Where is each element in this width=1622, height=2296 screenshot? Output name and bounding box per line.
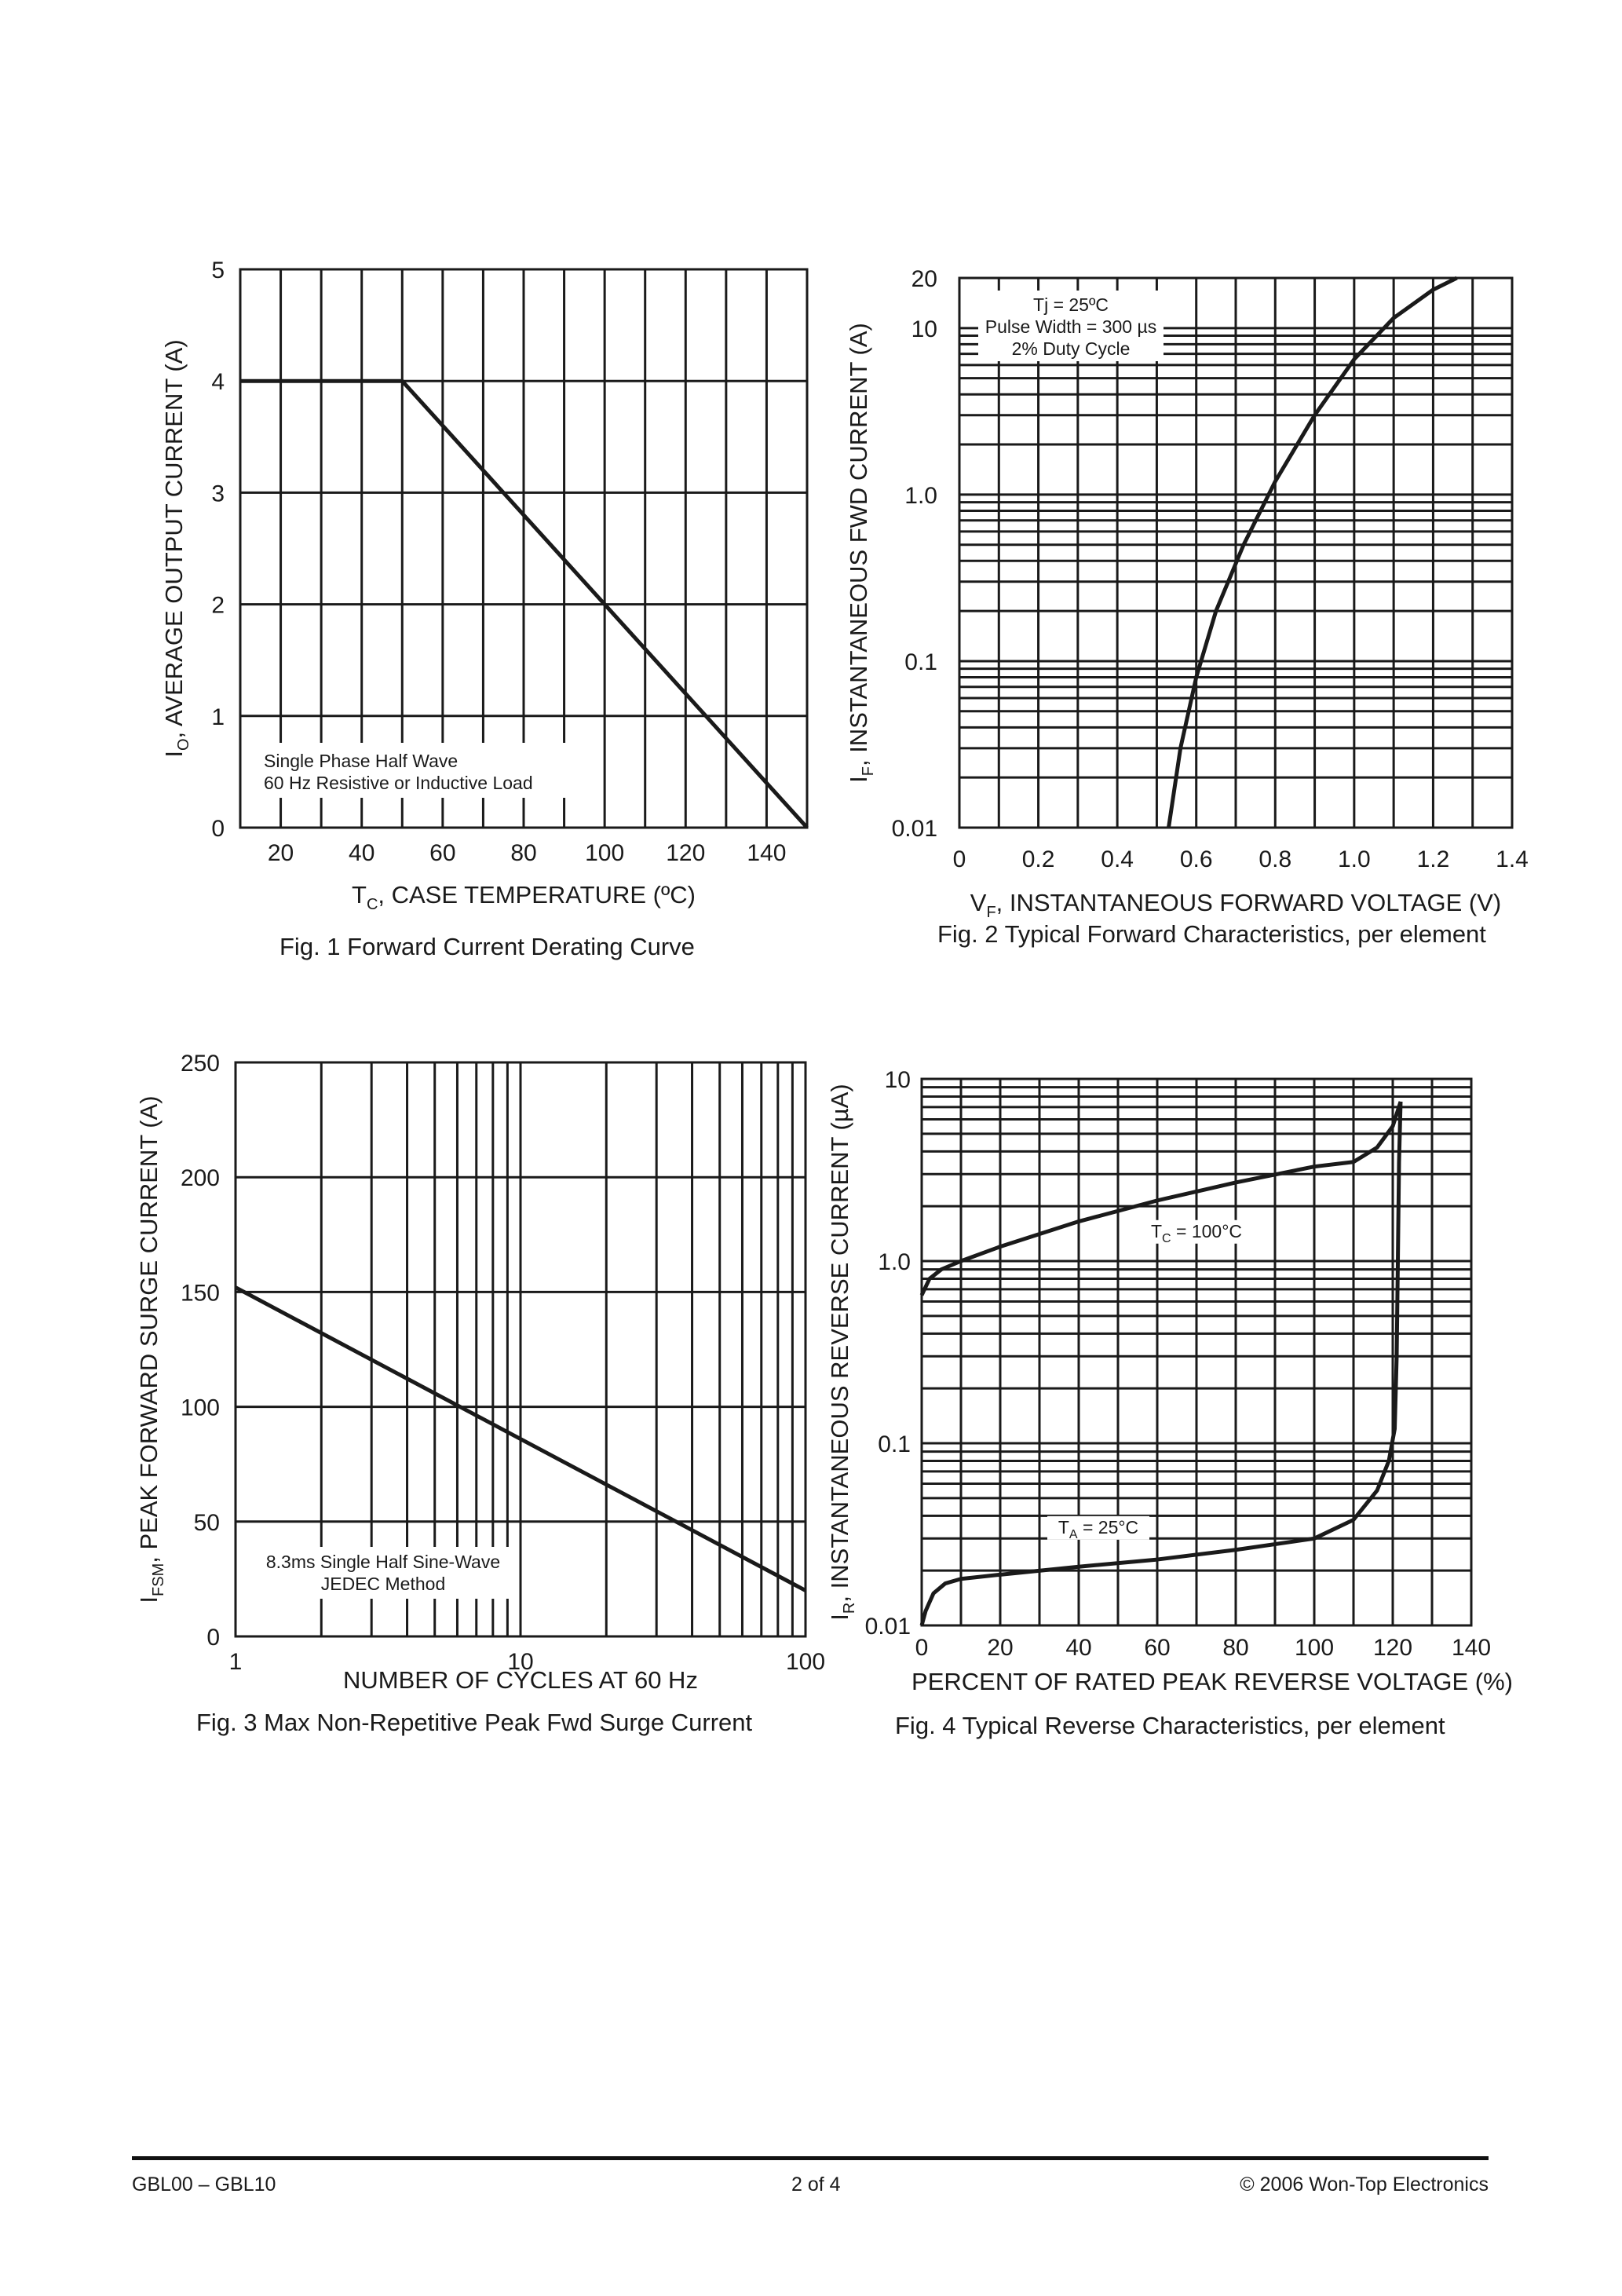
fig4-series-label: TA = 25°C [1058,1517,1138,1541]
footer-rule [132,2156,1489,2160]
fig3-y-tick: 0 [206,1625,220,1651]
fig1-y-tick: 1 [211,704,225,730]
fig3-y-tick: 250 [181,1051,220,1077]
fig2-xlabel: VF, INSTANTANEOUS FORWARD VOLTAGE (V) [970,889,1502,921]
fig4-x-tick: 20 [987,1635,1013,1661]
fig3-y-tick: 50 [194,1510,220,1536]
fig4-series-label: TC = 100°C [1151,1221,1242,1245]
fig4-x-tick: 40 [1065,1635,1091,1661]
fig3-y-tick: 200 [181,1165,220,1191]
fig1-series-line [240,378,809,829]
fig1-x-tick: 40 [349,840,374,866]
footer-right: © 2006 Won-Top Electronics [1240,2174,1489,2195]
fig1-annotation-line: Single Phase Half Wave [264,751,458,771]
fig4-y-tick: 0.1 [878,1431,911,1457]
fig4-y-tick: 10 [885,1067,911,1093]
fig1-ylabel: IO, AVERAGE OUTPUT CURRENT (A) [160,339,192,757]
fig2-x-tick: 0 [953,846,966,872]
fig2-y-tick: 20 [911,266,937,292]
fig3-y-tick: 100 [181,1395,220,1421]
fig4-x-tick: 120 [1373,1635,1412,1661]
fig2-annotation-line: Pulse Width = 300 µs [985,316,1156,337]
fig3-x-tick: 100 [786,1649,825,1675]
fig4-xlabel: PERCENT OF RATED PEAK REVERSE VOLTAGE (%… [911,1668,1513,1695]
fig2-annotation-line: 2% Duty Cycle [1012,338,1131,359]
fig3-ylabel: IFSM, PEAK FORWARD SURGE CURRENT (A) [135,1095,167,1603]
fig1-y-tick: 2 [211,593,225,619]
fig3-annotation-bg [250,1547,517,1599]
fig2-x-tick: 1.4 [1496,846,1529,872]
fig1-y-tick: 4 [211,369,225,395]
fig3-y-tick: 150 [181,1280,220,1306]
fig2-x-tick: 1.2 [1417,846,1450,872]
fig1-caption: Fig. 1 Forward Current Derating Curve [279,933,695,960]
fig1-x-tick: 80 [510,840,536,866]
fig2-ylabel: IF, INSTANTANEOUS FWD CURRENT (A) [845,323,877,783]
footer-left: GBL00 – GBL10 [132,2174,276,2195]
fig2-annotation-bg [978,291,1164,361]
fig3-xlabel: NUMBER OF CYCLES AT 60 Hz [343,1666,698,1694]
fig2-x-tick: 0.8 [1259,846,1291,872]
footer-center: 2 of 4 [791,2174,841,2195]
fig1-y-tick: 3 [211,481,225,506]
fig4-frame [920,1077,1473,1627]
fig4-ylabel: IR, INSTANTANEOUS REVERSE CURRENT (µA) [826,1084,858,1620]
fig4-y-tick: 1.0 [878,1249,911,1275]
fig1-x-tick: 20 [268,840,294,866]
fig3-x-tick: 1 [229,1649,243,1675]
fig4-y-tick: 0.01 [865,1614,911,1640]
fig1-y-tick: 0 [211,816,225,842]
fig4-series-label-bg [1142,1219,1251,1244]
fig1-x-tick: 140 [747,840,786,866]
fig4-series-line [919,1101,1403,1626]
fig1-x-tick: 60 [429,840,455,866]
fig2-annotation-line: Tj = 25ºC [1033,294,1109,315]
fig1-frame [239,268,809,829]
fig3-x-tick: 10 [507,1649,533,1675]
fig2-y-tick: 0.1 [904,649,937,675]
fig2-caption: Fig. 2 Typical Forward Characteristics, … [937,920,1486,948]
fig4-x-tick: 140 [1452,1635,1491,1661]
fig4-x-tick: 0 [915,1635,929,1661]
fig2-y-tick: 0.01 [892,816,937,842]
fig4-series-line [919,1101,1403,1296]
fig4-x-tick: 80 [1222,1635,1248,1661]
fig3-annotation-line: JEDEC Method [321,1574,446,1594]
fig3-frame [234,1061,807,1638]
fig4-x-tick: 100 [1295,1635,1334,1661]
fig2-x-tick: 0.4 [1101,846,1134,872]
fig1-x-tick: 100 [585,840,624,866]
fig1-y-tick: 5 [211,258,225,283]
fig1-annotation-line: 60 Hz Resistive or Inductive Load [264,773,533,793]
fig2-y-tick: 1.0 [904,483,937,509]
fig4-x-tick: 60 [1144,1635,1170,1661]
fig2-x-tick: 0.2 [1022,846,1055,872]
fig1-annotation-bg [254,743,584,798]
fig4-series-label-bg [1047,1515,1149,1540]
fig2-x-tick: 0.6 [1180,846,1213,872]
fig2-frame [958,276,1514,829]
fig2-y-tick: 10 [911,316,937,342]
fig2-x-tick: 1.0 [1338,846,1371,872]
fig2-series-line [1167,276,1458,828]
fig3-series-line [234,1285,807,1592]
fig1-xlabel: TC, CASE TEMPERATURE (ºC) [352,881,696,913]
fig3-caption: Fig. 3 Max Non-Repetitive Peak Fwd Surge… [196,1709,753,1736]
fig4-caption: Fig. 4 Typical Reverse Characteristics, … [895,1712,1445,1739]
fig3-annotation-line: 8.3ms Single Half Sine-Wave [266,1552,500,1572]
fig1-x-tick: 120 [666,840,705,866]
